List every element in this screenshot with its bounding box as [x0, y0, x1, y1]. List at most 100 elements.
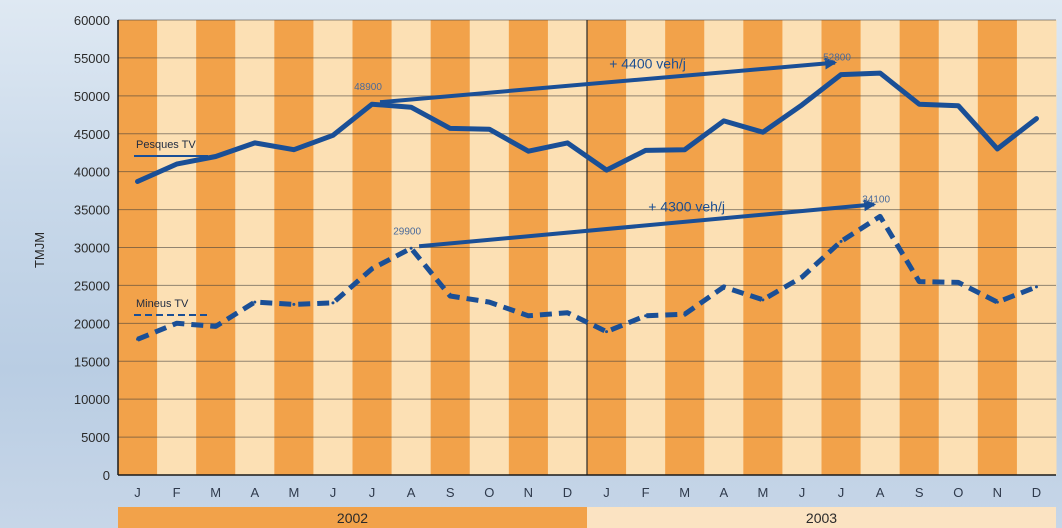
x-tick-label: A	[250, 485, 259, 500]
trend-arrow	[379, 57, 838, 105]
x-tick-label: S	[915, 485, 924, 500]
y-tick-label: 40000	[74, 165, 110, 180]
data-point	[370, 267, 374, 271]
data-point	[370, 102, 374, 106]
data-point	[292, 148, 296, 152]
x-tick-label: M	[288, 485, 299, 500]
y-tick-label: 25000	[74, 278, 110, 293]
x-tick-label: M	[757, 485, 768, 500]
data-point	[800, 275, 804, 279]
data-point	[956, 280, 960, 284]
data-point	[526, 314, 530, 318]
x-tick-label: J	[799, 485, 806, 500]
x-tick-label: S	[446, 485, 455, 500]
y-tick-label: 10000	[74, 392, 110, 407]
y-tick-labels: 0 5000 10000 15000 20000 25000 30000 35000 40000…	[74, 13, 110, 483]
peak-label: 48900	[354, 82, 382, 93]
y-axis-label: TMJM	[32, 232, 47, 268]
x-tick-label: N	[524, 485, 533, 500]
y-tick-label: 30000	[74, 241, 110, 256]
data-point	[448, 126, 452, 130]
data-point	[487, 300, 491, 304]
data-point	[722, 285, 726, 289]
trend-arrow	[418, 199, 877, 249]
data-point	[175, 321, 179, 325]
data-point	[136, 180, 140, 184]
y-tick-label: 5000	[81, 430, 110, 445]
data-point	[644, 314, 648, 318]
y-tick-label: 55000	[74, 51, 110, 66]
year-band	[118, 507, 587, 528]
data-point	[878, 71, 882, 75]
legend-entry: Pesques TV	[136, 139, 196, 151]
y-tick-label: 45000	[74, 127, 110, 142]
x-tick-label: F	[173, 485, 181, 500]
y-tick-label: 50000	[74, 89, 110, 104]
y-tick-label: 20000	[74, 316, 110, 331]
data-point	[722, 119, 726, 123]
series-line	[135, 70, 1039, 184]
data-point	[253, 141, 257, 145]
y-tick-label: 0	[103, 468, 110, 483]
y-tick-label: 15000	[74, 354, 110, 369]
y-tick-label: 60000	[74, 13, 110, 28]
data-point	[683, 148, 687, 152]
data-point	[448, 294, 452, 298]
x-tick-label: J	[838, 485, 845, 500]
data-point	[409, 105, 413, 109]
year-label: 2002	[337, 510, 368, 526]
data-point	[800, 103, 804, 107]
y-tick-label: 35000	[74, 203, 110, 218]
data-point	[605, 330, 609, 334]
peak-label: 29900	[393, 226, 421, 237]
year-band	[587, 507, 1056, 528]
x-tick-label: J	[369, 485, 376, 500]
x-tick-label: A	[719, 485, 728, 500]
data-point	[136, 337, 140, 341]
trend-annotation: + 4300 veh/j	[648, 198, 725, 214]
grid-lines	[118, 19, 1056, 475]
data-point	[1034, 117, 1038, 121]
data-point	[839, 239, 843, 243]
data-point	[409, 246, 413, 250]
x-tick-label: D	[563, 485, 572, 500]
data-point	[878, 214, 882, 218]
data-point	[995, 300, 999, 304]
x-tick-label: A	[407, 485, 416, 500]
legend: Pesques TV Mineus TV	[134, 139, 208, 316]
legend-entry: Mineus TV	[136, 298, 189, 310]
data-point	[644, 148, 648, 152]
trend-annotation: + 4400 veh/j	[609, 55, 686, 71]
data-point	[526, 149, 530, 153]
data-point	[331, 301, 335, 305]
series-line	[136, 213, 1038, 342]
data-point	[761, 130, 765, 134]
year-bands: 2002 2003	[118, 507, 1056, 528]
data-point	[917, 102, 921, 106]
data-point	[175, 162, 179, 166]
year-label: 2003	[806, 510, 837, 526]
x-tick-label: M	[679, 485, 690, 500]
data-point	[331, 133, 335, 137]
data-point	[956, 104, 960, 108]
data-point	[253, 300, 257, 304]
data-point	[214, 155, 218, 158]
data-point	[917, 280, 921, 284]
series-lines	[135, 70, 1039, 342]
data-point	[839, 73, 843, 77]
x-tick-label: A	[876, 485, 885, 500]
x-tick-label: N	[993, 485, 1002, 500]
data-point	[487, 127, 491, 131]
x-tick-label: O	[953, 485, 963, 500]
peak-label: 52800	[823, 53, 851, 64]
data-point	[565, 311, 569, 315]
data-point	[605, 168, 609, 172]
x-tick-label: J	[134, 485, 141, 500]
data-point	[1034, 285, 1038, 289]
data-point	[214, 324, 218, 328]
data-point	[761, 298, 765, 302]
peak-label: 34100	[862, 194, 890, 205]
x-tick-label: J	[330, 485, 337, 500]
